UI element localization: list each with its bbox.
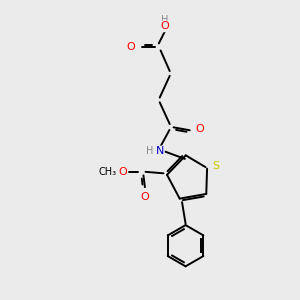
Text: H: H xyxy=(146,146,154,157)
Text: N: N xyxy=(155,146,164,157)
Text: O: O xyxy=(196,124,204,134)
Text: O: O xyxy=(160,21,169,31)
Text: S: S xyxy=(212,161,219,171)
Text: H: H xyxy=(161,15,168,26)
Text: O: O xyxy=(140,192,149,202)
Text: O: O xyxy=(118,167,127,177)
Text: CH₃: CH₃ xyxy=(98,167,117,177)
Text: O: O xyxy=(127,42,135,52)
